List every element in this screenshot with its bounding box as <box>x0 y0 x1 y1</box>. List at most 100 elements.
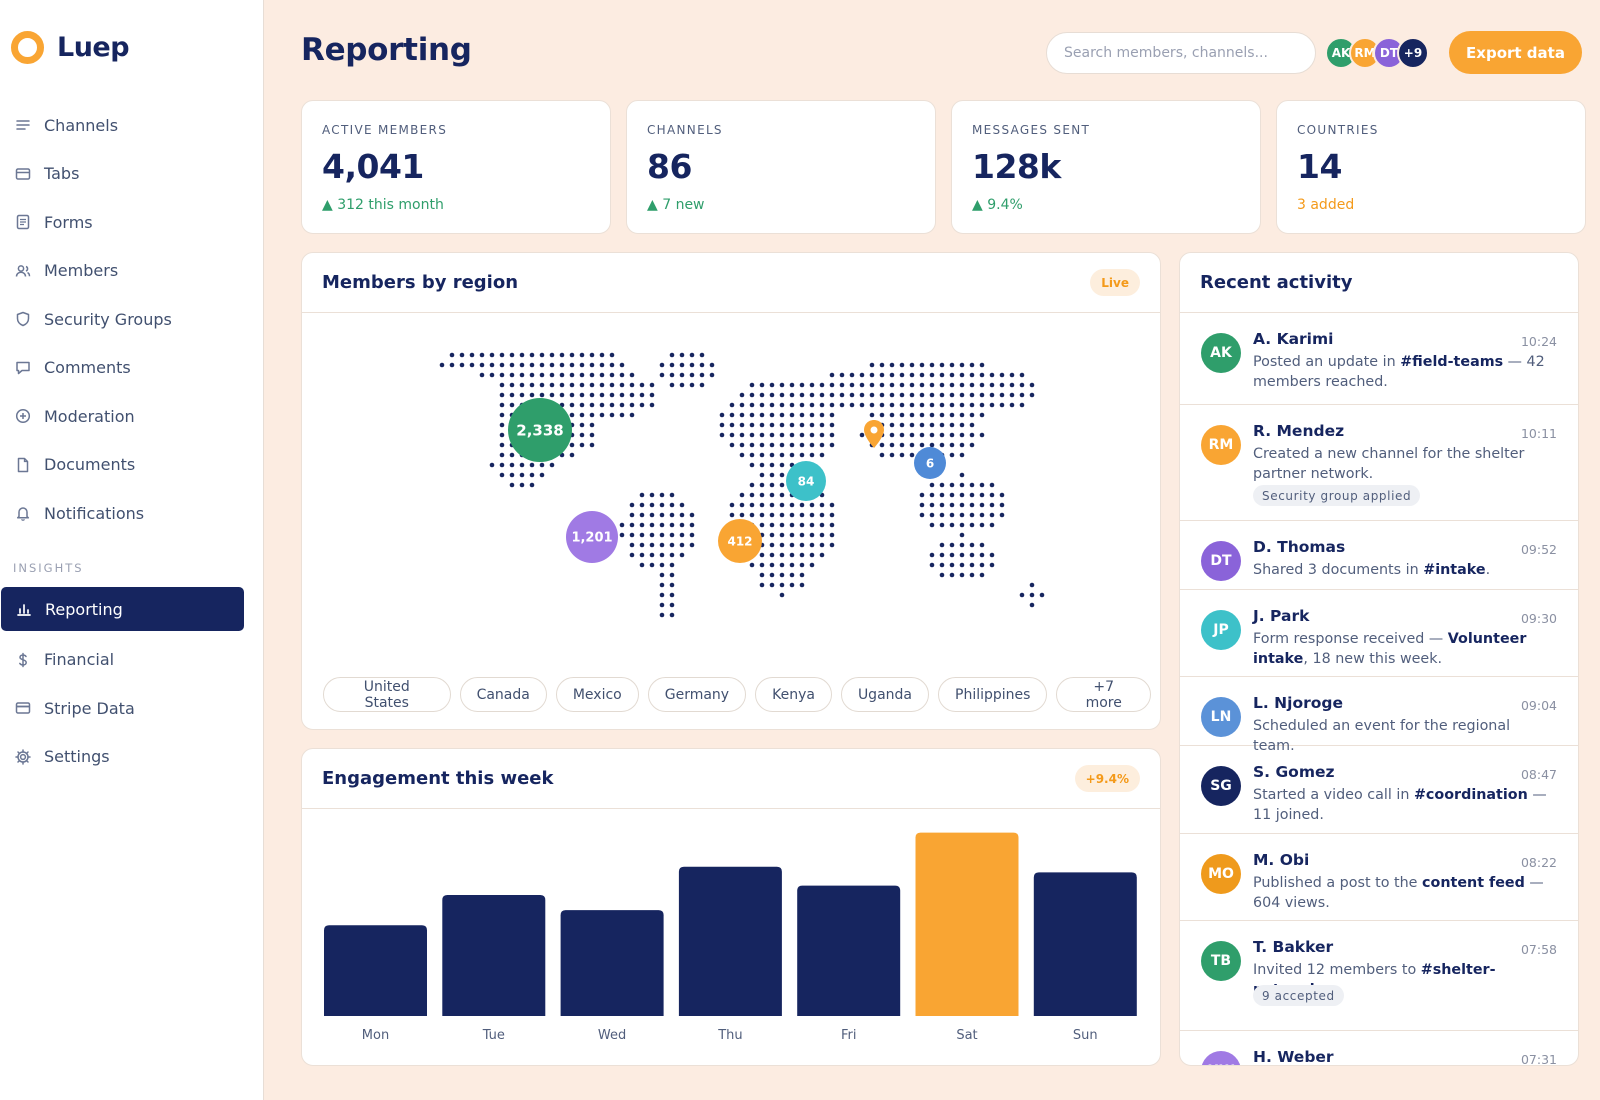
sidebar-item-label: Stripe Data <box>44 698 135 718</box>
dollar-icon <box>14 651 32 669</box>
x-tick-label: Tue <box>482 1028 505 1043</box>
live-badge: Live <box>1090 269 1140 296</box>
page-title: Reporting <box>301 32 472 68</box>
stat-label: ACTIVE MEMBERS <box>322 123 448 137</box>
growth-badge: +9.4% <box>1074 765 1140 792</box>
export-data-button[interactable]: Export data <box>1449 31 1582 74</box>
sidebar-item-channels[interactable]: Channels <box>0 101 264 150</box>
bar-fri[interactable] <box>797 885 901 1016</box>
shield-icon <box>14 310 32 328</box>
avatar[interactable]: +9 <box>1397 37 1429 69</box>
avatar: TB <box>1201 941 1241 981</box>
activity-author: J. Park <box>1253 607 1310 625</box>
activity-item[interactable]: MO M. Obi 08:22 Published a post to the con… <box>1180 834 1578 921</box>
avatar: SG <box>1201 766 1241 806</box>
bar-sun[interactable] <box>1033 872 1137 1016</box>
activity-author: R. Mendez <box>1253 422 1345 440</box>
activity-item[interactable]: AK A. Karimi 10:24 Posted an update in #fie… <box>1180 313 1578 405</box>
sidebar-item-reporting[interactable]: Reporting <box>1 587 244 631</box>
avatar-stack[interactable]: AK RM DT +9 <box>1325 37 1429 69</box>
sidebar-item-tabs[interactable]: Tabs <box>0 150 264 199</box>
sidebar-item-comments[interactable]: Comments <box>0 344 264 393</box>
avatar: RM <box>1201 425 1241 465</box>
activity-item[interactable]: RM R. Mendez 10:11 Created a new channel fo… <box>1180 405 1578 521</box>
search-input[interactable] <box>1046 32 1316 74</box>
region-chip[interactable]: United States <box>323 677 451 712</box>
card-header: Members by region Live <box>302 253 1160 313</box>
sidebar-item-members[interactable]: Members <box>0 247 264 296</box>
avatar: LN <box>1201 697 1241 737</box>
activity-item[interactable]: JP J. Park 09:30 Form response received — V… <box>1180 590 1578 677</box>
activity-time: 10:11 <box>1520 426 1557 441</box>
stat-card: ACTIVE MEMBERS 4,041 ▲ 312 this month <box>301 100 611 234</box>
region-bubble-label: 84 <box>798 474 815 488</box>
x-tick-label: Fri <box>841 1028 857 1043</box>
stat-value: 128k <box>972 147 1061 186</box>
world-dot-map: 2,338 1,201 412 84 6 <box>439 352 1045 618</box>
stat-label: MESSAGES SENT <box>972 123 1091 137</box>
region-bubble[interactable]: 1,201 <box>566 511 618 563</box>
stat-delta: ▲ 9.4% <box>972 197 1023 213</box>
bar-sat[interactable] <box>915 832 1019 1016</box>
bar-tue[interactable] <box>442 895 546 1016</box>
region-chip[interactable]: +7 more <box>1056 677 1151 712</box>
sidebar-item-settings[interactable]: Settings <box>0 733 264 782</box>
activity-item[interactable]: LN L. Njoroge 09:04 Scheduled an event for … <box>1180 677 1578 754</box>
logo[interactable]: Luep <box>11 31 130 64</box>
sidebar-item-label: Financial <box>44 650 115 670</box>
activity-item[interactable]: TB T. Bakker 07:58 Invited 12 members to #s… <box>1180 921 1578 1031</box>
sidebar-item-notifications[interactable]: Notifications <box>0 489 264 538</box>
region-bubble-label: 6 <box>926 456 934 470</box>
members-icon <box>14 262 32 280</box>
sidebar-item-label: Channels <box>44 115 119 135</box>
stat-value: 14 <box>1297 147 1342 186</box>
sidebar-nav-insights: Reporting Financial Stripe Data Settings <box>0 587 264 781</box>
sidebar-item-label: Security Groups <box>44 309 172 329</box>
logo-icon <box>11 31 44 64</box>
sidebar-item-moderation[interactable]: Moderation <box>0 392 264 441</box>
sidebar-item-label: Documents <box>44 455 136 475</box>
sidebar-item-label: Members <box>44 261 119 281</box>
region-chip[interactable]: Philippines <box>938 677 1048 712</box>
activity-item[interactable]: HW H. Weber 07:31 <box>1180 1031 1578 1066</box>
region-bubble[interactable]: 84 <box>786 461 826 501</box>
avatar: HW <box>1201 1051 1241 1065</box>
region-bubble-label: 1,201 <box>571 531 612 546</box>
activity-item[interactable]: DT D. Thomas 09:52 Shared 3 documents in #i… <box>1180 521 1578 590</box>
region-chip[interactable]: Uganda <box>840 677 929 712</box>
sidebar-item-label: Reporting <box>45 599 123 619</box>
activity-author: H. Weber <box>1253 1048 1334 1066</box>
sidebar-item-label: Settings <box>44 747 110 767</box>
sidebar-item-forms[interactable]: Forms <box>0 198 264 247</box>
region-chip[interactable]: Mexico <box>555 677 639 712</box>
stat-card: COUNTRIES 14 3 added <box>1276 100 1586 234</box>
region-bubble[interactable]: 2,338 <box>508 398 572 462</box>
activity-time: 09:52 <box>1520 542 1557 557</box>
location-pin-icon[interactable] <box>864 420 884 448</box>
comment-icon <box>14 359 32 377</box>
region-bubble-label: 412 <box>727 534 752 548</box>
activity-time: 07:58 <box>1520 942 1557 957</box>
bar-wed[interactable] <box>560 910 664 1016</box>
bar-mon[interactable] <box>324 925 427 1016</box>
stat-label: COUNTRIES <box>1297 123 1379 137</box>
sidebar-item-documents[interactable]: Documents <box>0 441 264 490</box>
avatar: JP <box>1201 610 1241 650</box>
stat-card: CHANNELS 86 ▲ 7 new <box>626 100 936 234</box>
region-bubble[interactable]: 412 <box>718 519 762 563</box>
sidebar-item-stripe-data[interactable]: Stripe Data <box>0 684 264 733</box>
stat-value: 4,041 <box>322 147 424 186</box>
bar-thu[interactable] <box>678 866 782 1016</box>
sidebar-item-security-groups[interactable]: Security Groups <box>0 295 264 344</box>
region-chip[interactable]: Germany <box>647 677 747 712</box>
region-chip[interactable]: Canada <box>459 677 547 712</box>
activity-message: Scheduled an event for the regional team… <box>1253 718 1511 754</box>
sidebar-item-financial[interactable]: Financial <box>0 636 264 685</box>
region-bubble[interactable]: 6 <box>914 447 946 479</box>
engagement-card: Engagement this week +9.4% Mon Tue Wed Thu F… <box>301 748 1161 1066</box>
activity-item[interactable]: SG S. Gomez 08:47 Started a video call in #… <box>1180 746 1578 834</box>
activity-time: 09:30 <box>1520 611 1557 626</box>
activity-author: M. Obi <box>1253 851 1310 869</box>
region-chip[interactable]: Kenya <box>755 677 832 712</box>
avatar: AK <box>1201 333 1241 373</box>
